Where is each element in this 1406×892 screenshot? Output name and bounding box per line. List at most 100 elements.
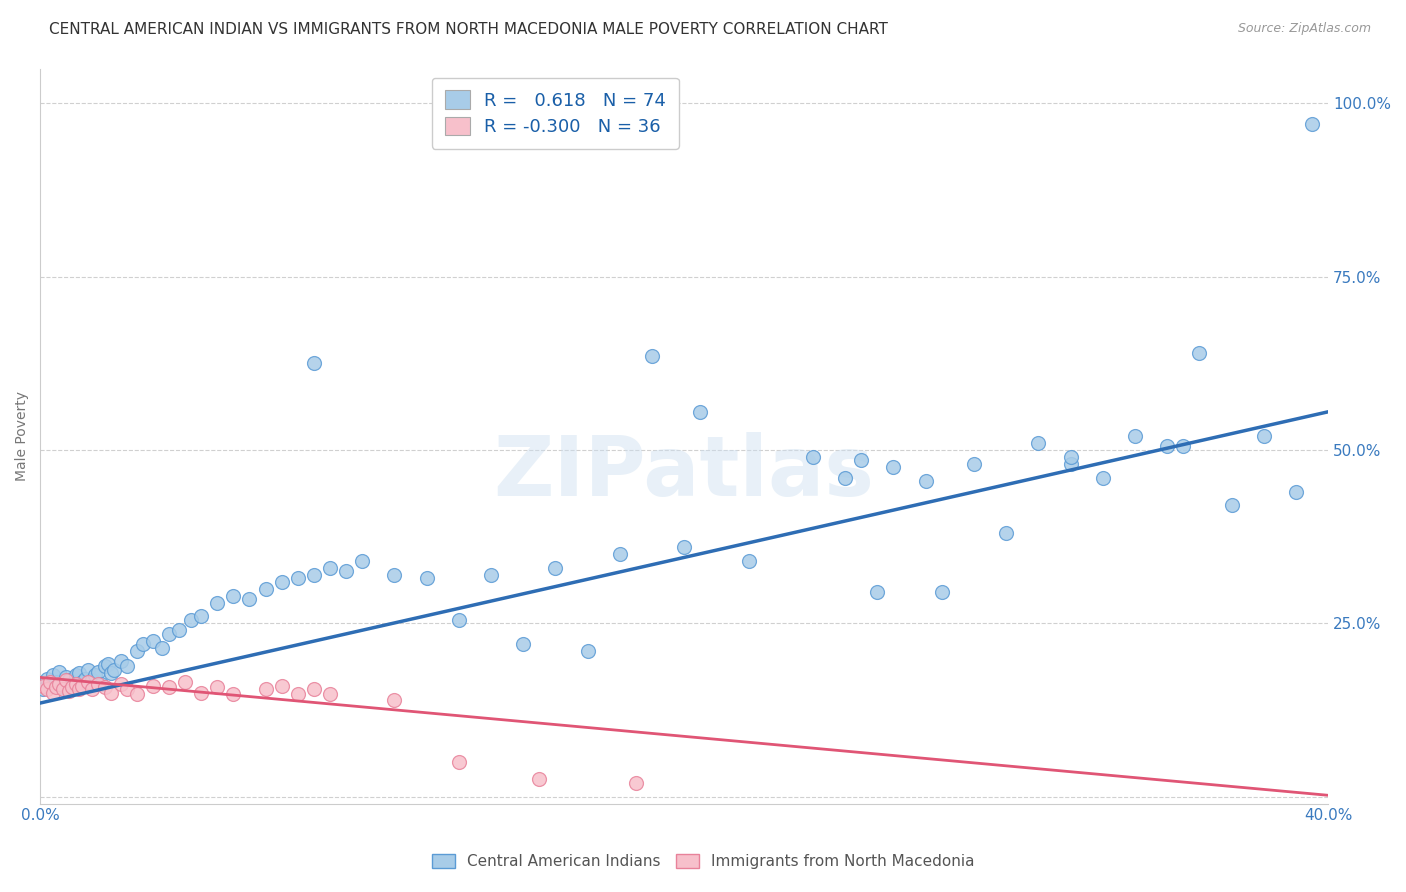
- Point: [45, 675, 67, 690]
- Point: [641, 349, 664, 363]
- Point: [100, 686, 122, 700]
- Point: [205, 595, 228, 609]
- Point: [1028, 436, 1050, 450]
- Y-axis label: Male Poverty: Male Poverty: [15, 391, 30, 481]
- Point: [352, 554, 374, 568]
- Point: [55, 673, 77, 688]
- Point: [32, 679, 55, 693]
- Point: [38, 679, 60, 693]
- Point: [42, 686, 65, 700]
- Point: [87, 677, 110, 691]
- Legend: R =   0.618   N = 74, R = -0.300   N = 36: R = 0.618 N = 74, R = -0.300 N = 36: [432, 78, 679, 149]
- Point: [67, 666, 90, 681]
- Point: [544, 561, 567, 575]
- Point: [83, 668, 105, 682]
- Point: [529, 772, 551, 787]
- Point: [48, 677, 70, 691]
- Point: [737, 554, 759, 568]
- Point: [42, 668, 65, 682]
- Point: [963, 457, 986, 471]
- Point: [1091, 471, 1114, 485]
- Point: [673, 540, 696, 554]
- Point: [115, 682, 138, 697]
- Point: [479, 567, 502, 582]
- Point: [132, 637, 155, 651]
- Point: [882, 460, 904, 475]
- Point: [834, 471, 856, 485]
- Point: [65, 677, 87, 691]
- Point: [65, 668, 87, 682]
- Point: [93, 659, 115, 673]
- Point: [90, 677, 112, 691]
- Point: [67, 682, 90, 697]
- Point: [32, 682, 55, 697]
- Point: [1301, 117, 1323, 131]
- Point: [1285, 484, 1308, 499]
- Text: CENTRAL AMERICAN INDIAN VS IMMIGRANTS FROM NORTH MACEDONIA MALE POVERTY CORRELAT: CENTRAL AMERICAN INDIAN VS IMMIGRANTS FR…: [49, 22, 889, 37]
- Point: [110, 655, 132, 669]
- Point: [995, 526, 1018, 541]
- Point: [93, 680, 115, 694]
- Point: [866, 585, 889, 599]
- Point: [270, 574, 292, 589]
- Point: [319, 687, 342, 701]
- Point: [302, 682, 325, 697]
- Point: [689, 405, 711, 419]
- Point: [70, 679, 93, 693]
- Point: [1253, 429, 1275, 443]
- Point: [512, 637, 534, 651]
- Point: [55, 670, 77, 684]
- Point: [48, 665, 70, 679]
- Point: [180, 613, 202, 627]
- Point: [157, 626, 180, 640]
- Point: [58, 673, 80, 688]
- Point: [302, 356, 325, 370]
- Point: [80, 673, 103, 688]
- Point: [447, 755, 470, 769]
- Point: [100, 666, 122, 681]
- Point: [103, 664, 125, 678]
- Point: [125, 644, 148, 658]
- Point: [52, 682, 75, 697]
- Point: [80, 682, 103, 697]
- Point: [801, 450, 824, 464]
- Point: [319, 561, 342, 575]
- Point: [222, 687, 245, 701]
- Point: [1156, 440, 1178, 454]
- Point: [70, 675, 93, 690]
- Point: [125, 687, 148, 701]
- Legend: Central American Indians, Immigrants from North Macedonia: Central American Indians, Immigrants fro…: [426, 847, 980, 875]
- Point: [624, 776, 647, 790]
- Point: [1220, 499, 1243, 513]
- Point: [302, 567, 325, 582]
- Point: [1059, 457, 1081, 471]
- Text: ZIPatlas: ZIPatlas: [494, 433, 875, 513]
- Point: [238, 592, 260, 607]
- Point: [851, 453, 873, 467]
- Point: [60, 680, 83, 694]
- Point: [52, 680, 75, 694]
- Point: [1059, 450, 1081, 464]
- Point: [1188, 346, 1211, 360]
- Point: [142, 633, 165, 648]
- Point: [157, 680, 180, 694]
- Point: [60, 677, 83, 691]
- Point: [142, 679, 165, 693]
- Point: [97, 657, 120, 671]
- Point: [914, 474, 936, 488]
- Point: [609, 547, 631, 561]
- Point: [382, 692, 405, 706]
- Point: [38, 675, 60, 690]
- Point: [254, 582, 277, 596]
- Point: [110, 677, 132, 691]
- Point: [415, 571, 437, 585]
- Point: [254, 682, 277, 697]
- Point: [174, 675, 197, 690]
- Point: [190, 686, 212, 700]
- Point: [77, 664, 100, 678]
- Point: [287, 687, 309, 701]
- Point: [58, 684, 80, 698]
- Point: [1123, 429, 1146, 443]
- Point: [115, 659, 138, 673]
- Point: [190, 609, 212, 624]
